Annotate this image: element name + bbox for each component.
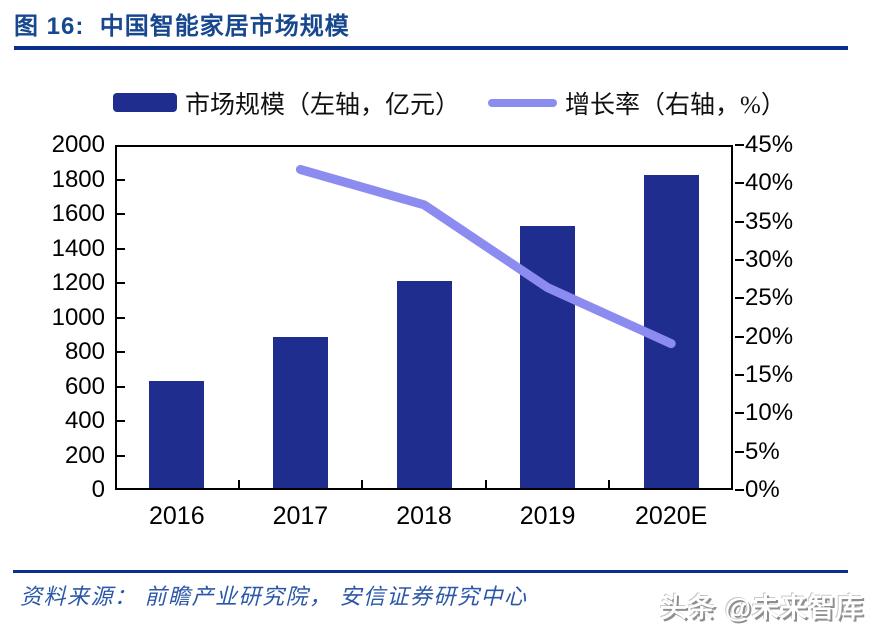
right-axis-tick (735, 259, 744, 261)
bar-2018 (396, 281, 452, 490)
x-axis-tick (237, 480, 240, 488)
bar-2016 (149, 381, 205, 490)
x-axis-labels: 2016 2017 2018 2019 2020E (115, 502, 733, 536)
x-axis-label: 2017 (272, 502, 329, 530)
legend-line-swatch (488, 99, 557, 107)
right-axis-tick (735, 182, 744, 185)
right-axis-label: 5% (745, 437, 780, 465)
left-axis-label: 200 (64, 441, 105, 469)
right-axis-label: 15% (745, 361, 794, 388)
figure-title: 图 16: 中国智能家居市场规模 (14, 13, 350, 40)
left-axis-tick (117, 351, 125, 353)
source-rule (13, 570, 848, 573)
right-axis-tick (735, 412, 744, 415)
source-text: 资料来源： 前瞻产业研究院， 安信证券研究中心 (20, 584, 528, 609)
bar-2017 (272, 337, 328, 490)
right-axis-label: 35% (745, 207, 794, 235)
left-axis-label: 1400 (51, 234, 105, 262)
left-axis-label: 1200 (51, 269, 105, 296)
left-axis-label: 1600 (51, 200, 105, 227)
right-axis-label: 20% (745, 322, 794, 350)
right-axis-tick (735, 374, 744, 376)
left-axis-tick (117, 178, 125, 181)
right-axis-label: 45% (745, 131, 794, 158)
right-axis-tick (735, 335, 744, 338)
left-axis-tick (117, 282, 125, 284)
right-axis-tick (735, 489, 744, 491)
left-axis-tick (117, 247, 125, 250)
left-axis-label: 1000 (51, 303, 105, 331)
right-axis-tick (735, 297, 744, 300)
right-axis-label: 25% (745, 284, 794, 312)
x-axis-tick (484, 480, 487, 488)
right-axis-tick (735, 450, 744, 453)
left-axis-label: 1800 (51, 165, 105, 193)
left-axis-tick (117, 385, 125, 388)
x-axis-label: 2019 (519, 502, 576, 530)
x-axis-label: 2016 (149, 502, 205, 530)
left-axis-tick (117, 213, 125, 215)
title-rule (14, 46, 848, 50)
right-axis-labels: 45% 40% 35% 30% 25% 20% 15% 10% 5% 0% (745, 132, 865, 503)
right-axis-label: 40% (745, 169, 794, 197)
watermark-text: 头条 @未来智库 (660, 593, 864, 623)
left-axis-label: 0 (91, 476, 105, 503)
x-axis-tick (361, 480, 364, 488)
right-axis-label: 0% (745, 476, 780, 503)
left-axis-label: 800 (64, 338, 105, 365)
legend-bar-swatch (113, 93, 177, 112)
left-axis-label: 400 (64, 407, 105, 434)
x-axis-label: 2018 (396, 502, 452, 530)
right-axis-label: 30% (745, 246, 794, 273)
legend-label-growth-rate: 增长率（右轴，%） (565, 92, 786, 119)
plot-area (115, 144, 744, 491)
x-axis-tick (608, 480, 611, 488)
left-axis-label: 600 (64, 372, 105, 400)
left-axis-labels: 2000 1800 1600 1400 1200 1000 800 600 400 200 0 (0, 132, 105, 503)
right-axis-tick (735, 144, 744, 146)
left-axis-tick (117, 454, 125, 457)
left-axis-tick (117, 420, 125, 422)
right-axis-label: 10% (745, 399, 794, 427)
growth-rate-line (295, 165, 676, 349)
legend-label-market-size: 市场规模（左轴，亿元） (185, 92, 461, 119)
plot-border (115, 145, 733, 490)
chart-legend: 市场规模（左轴，亿元） 增长率（右轴，%） (0, 84, 870, 120)
left-axis-tick (117, 316, 125, 319)
right-axis-tick (735, 220, 744, 223)
growth-rate-polyline (295, 165, 676, 349)
x-axis-label: 2020E (635, 502, 708, 530)
left-axis-label: 2000 (51, 131, 105, 158)
